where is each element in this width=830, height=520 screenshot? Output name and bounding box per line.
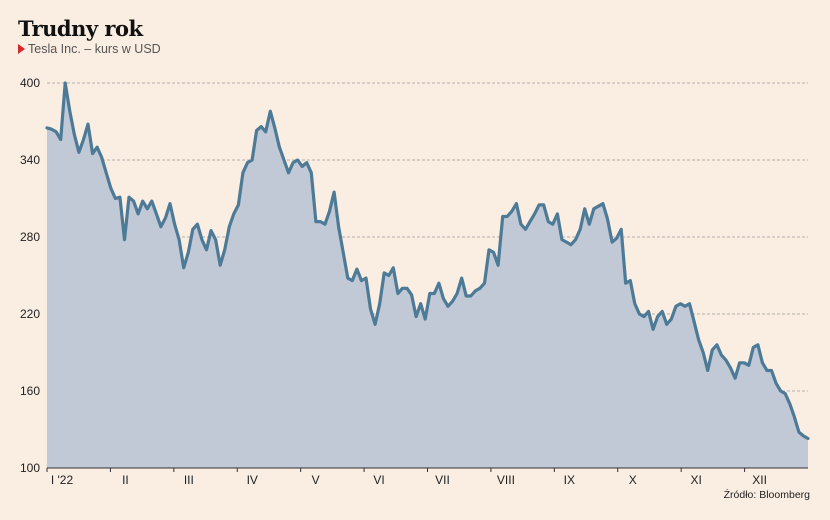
x-tick-label: X: [629, 473, 637, 487]
x-tick-label: I '22: [51, 473, 74, 487]
y-tick-label: 160: [20, 384, 40, 398]
x-axis: I '22 II III IV V VI VII VIII IX X XI XII: [46, 468, 767, 487]
x-tick-label: XII: [752, 473, 767, 487]
y-tick-label: 340: [20, 153, 40, 167]
x-tick-label: IX: [564, 473, 575, 487]
y-tick-label: 100: [20, 461, 40, 475]
subtitle-text: Tesla Inc. – kurs w USD: [28, 42, 161, 56]
x-tick-label: II: [122, 473, 129, 487]
x-tick-label: VIII: [497, 473, 515, 487]
price-line: [45, 81, 810, 441]
y-axis: 100 160 220 280 340 400: [20, 76, 40, 475]
x-tick-label: IV: [247, 473, 258, 487]
y-tick-label: 400: [20, 76, 40, 90]
y-tick-label: 220: [20, 307, 40, 321]
x-tick-label: XI: [690, 473, 701, 487]
x-tick-label: VII: [435, 473, 450, 487]
red-triangle-marker-icon: [18, 44, 25, 54]
chart-subtitle: Tesla Inc. – kurs w USD: [18, 42, 161, 56]
chart-title: Trudny rok: [18, 16, 143, 41]
y-tick-label: 280: [20, 230, 40, 244]
source-note: Źródło: Bloomberg: [723, 489, 810, 501]
x-tick-label: VI: [373, 473, 384, 487]
x-tick-label: V: [312, 473, 320, 487]
x-tick-label: III: [184, 473, 194, 487]
price-area: [47, 83, 808, 468]
